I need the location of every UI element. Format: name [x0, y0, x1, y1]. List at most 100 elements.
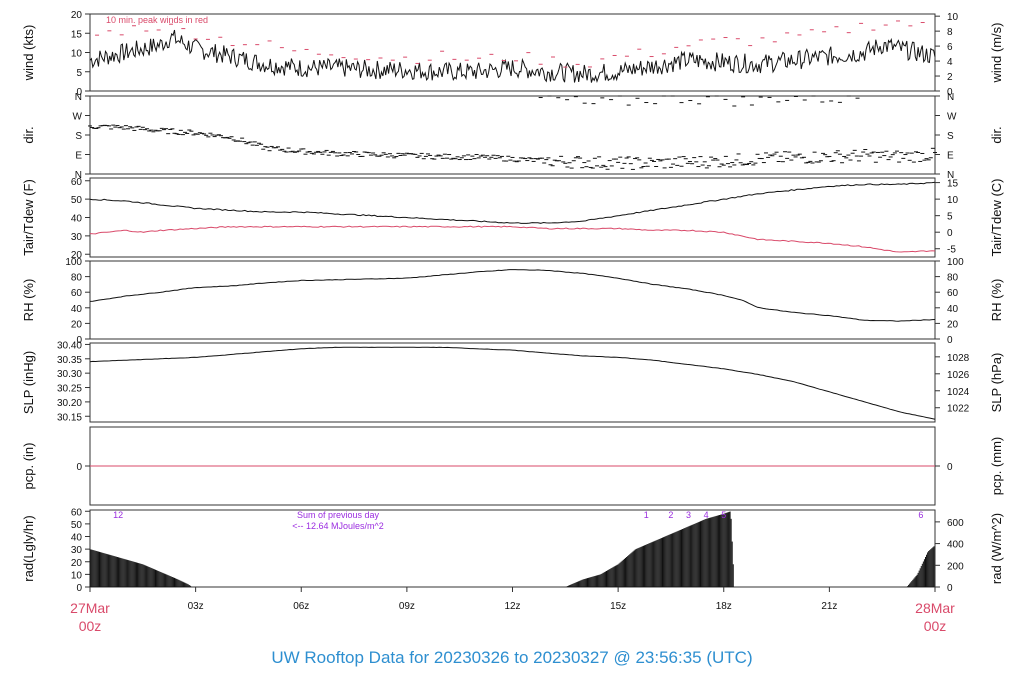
- wind-ylabel-right: wind (m/s): [989, 23, 1004, 84]
- wind-right-tick-label: 0: [947, 87, 953, 98]
- radiation-sum-title: Sum of previous day: [297, 510, 380, 520]
- rh-ylabel-left: RH (%): [21, 279, 36, 322]
- temp-left-tick-label: 40: [71, 214, 83, 225]
- wind-right-tick-label: 6: [947, 42, 953, 53]
- radiation-hour-mark: 2: [668, 510, 673, 520]
- pcp-left-tick-label: 0: [76, 462, 82, 473]
- radiation-hour-mark: 3: [686, 510, 691, 520]
- rad-right-tick-label: 400: [947, 540, 964, 551]
- dir-ylabel-left: dir.: [21, 126, 36, 143]
- temp-left-tick-label: 60: [71, 177, 83, 188]
- wind-ylabel-left: wind (kts): [21, 25, 36, 82]
- temp-right-tick-label: 10: [947, 195, 959, 206]
- rad-right-tick-label: 200: [947, 561, 964, 572]
- wind-right-tick-label: 10: [947, 12, 959, 23]
- slp-ylabel-right: SLP (hPa): [989, 353, 1004, 413]
- wind-left-tick-label: 20: [71, 10, 83, 21]
- rad-left-tick-label: 0: [76, 583, 82, 594]
- temp-left-tick-label: 30: [71, 232, 83, 243]
- rh-right-tick-label: 0: [947, 335, 953, 346]
- temp-left-tick-label: 50: [71, 195, 83, 206]
- slp-left-tick-label: 30.15: [57, 412, 82, 423]
- rh-right-tick-label: 100: [947, 257, 964, 268]
- pcp-ylabel-left: pcp. (in): [21, 443, 36, 490]
- rh-panel-frame: [89, 260, 936, 340]
- slp-series-line-0: [89, 346, 936, 420]
- wind-left-tick-label: 15: [71, 29, 83, 40]
- temp-right-tick-label: 5: [947, 212, 953, 223]
- dir-left-tick-label: E: [75, 151, 82, 162]
- slp-ylabel-left: SLP (inHg): [21, 351, 36, 414]
- rad-right-tick-label: 0: [947, 583, 953, 594]
- rh-right-tick-label: 80: [947, 273, 959, 284]
- wind-right-tick-label: 2: [947, 72, 953, 83]
- temp-right-tick-label: 15: [947, 179, 959, 190]
- dir-left-tick-label: N: [75, 92, 82, 103]
- rad-left-tick-label: 10: [71, 570, 83, 581]
- rh-right-tick-label: 20: [947, 319, 959, 330]
- slp-right-tick-label: 1028: [947, 353, 970, 364]
- pcp-ylabel-right: pcp. (mm): [989, 437, 1004, 496]
- slp-left-tick-label: 30.20: [57, 398, 82, 409]
- temp-panel-frame: [89, 177, 936, 258]
- rad-left-tick-label: 40: [71, 533, 83, 544]
- rh-right-tick-label: 40: [947, 304, 959, 315]
- dir-right-tick-label: E: [947, 151, 954, 162]
- slp-right-tick-label: 1026: [947, 370, 970, 381]
- x-tick-label: 09z: [399, 601, 415, 612]
- rh-left-tick-label: 80: [71, 273, 83, 284]
- rad-left-tick-label: 20: [71, 558, 83, 569]
- wind-speed-line: [89, 29, 936, 84]
- figure-title: UW Rooftop Data for 20230326 to 20230327…: [271, 648, 753, 667]
- rad-panel-frame: [89, 509, 936, 588]
- slp-right-tick-label: 1024: [947, 387, 970, 398]
- temp-ylabel-right: Tair/Tdew (C): [989, 178, 1004, 256]
- temp-left-tick-label: 20: [71, 250, 83, 261]
- x-tick-label: 15z: [610, 601, 626, 612]
- radiation-hour-mark: 1: [644, 510, 649, 520]
- dir-left-tick-label: S: [75, 131, 82, 142]
- rad-ylabel-right: rad (W/m^2): [989, 513, 1004, 584]
- wind-left-tick-label: 5: [76, 68, 82, 79]
- slp-left-tick-label: 30.25: [57, 384, 82, 395]
- x-date-label: 00z: [79, 618, 102, 634]
- rad-left-tick-label: 50: [71, 520, 83, 531]
- pcp-right-tick-label: 0: [947, 462, 953, 473]
- x-tick-label: 06z: [293, 601, 309, 612]
- slp-panel-frame: [89, 342, 936, 423]
- rh-left-tick-label: 100: [65, 257, 82, 268]
- dir-ylabel-right: dir.: [989, 126, 1004, 143]
- rad-left-tick-label: 60: [71, 507, 83, 518]
- radiation-hour-mark: 4: [704, 510, 709, 520]
- rad-right-tick-label: 600: [947, 518, 964, 529]
- wind-right-tick-label: 8: [947, 27, 953, 38]
- x-date-label: 00z: [924, 618, 947, 634]
- temp-right-tick-label: -5: [947, 245, 956, 256]
- radiation-sum-value: <-- 12.64 MJoules/m^2: [292, 521, 384, 531]
- x-tick-label: 03z: [188, 601, 204, 612]
- x-date-label: 28Mar: [915, 600, 955, 616]
- slp-left-tick-label: 30.35: [57, 355, 82, 366]
- rh-left-tick-label: 0: [76, 335, 82, 346]
- slp-right-tick-label: 1022: [947, 404, 970, 415]
- dir-left-tick-label: N: [75, 170, 82, 181]
- rh-right-tick-label: 60: [947, 288, 959, 299]
- temp-series-line-1: [89, 225, 936, 253]
- temp-ylabel-left: Tair/Tdew (F): [21, 179, 36, 256]
- dir-right-tick-label: W: [947, 112, 957, 123]
- wind-left-tick-label: 10: [71, 49, 83, 60]
- rad-ylabel-left: rad(Lgly/hr): [21, 515, 36, 581]
- wind-annotation: 10 min. peak winds in red: [106, 15, 208, 25]
- dir-right-tick-label: S: [947, 131, 954, 142]
- rh-left-tick-label: 40: [71, 304, 83, 315]
- x-tick-label: 18z: [716, 601, 732, 612]
- rh-ylabel-right: RH (%): [989, 279, 1004, 322]
- wind-left-tick-label: 0: [76, 87, 82, 98]
- dir-right-tick-label: N: [947, 170, 954, 181]
- rh-series-line-0: [89, 269, 936, 322]
- x-tick-label: 12z: [504, 601, 520, 612]
- wind-right-tick-label: 4: [947, 57, 953, 68]
- temp-right-tick-label: 0: [947, 228, 953, 239]
- dir-left-tick-label: W: [73, 112, 83, 123]
